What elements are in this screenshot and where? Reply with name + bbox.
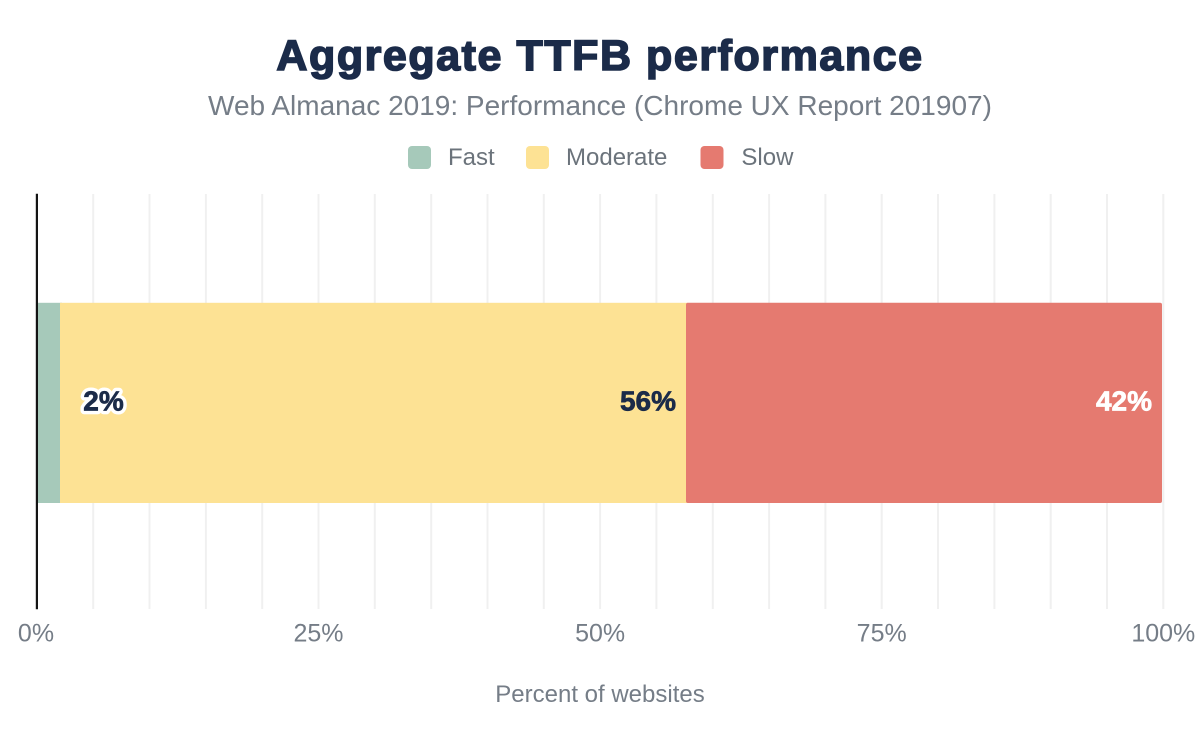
svg-text:56%: 56% (620, 386, 676, 417)
svg-text:100%: 100% (1131, 620, 1195, 648)
svg-text:50%: 50% (575, 620, 625, 648)
svg-text:Percent of websites: Percent of websites (495, 681, 704, 708)
svg-text:Fast: Fast (448, 144, 495, 171)
svg-text:2%: 2% (83, 386, 124, 417)
svg-text:Web Almanac 2019: Performance: Web Almanac 2019: Performance (Chrome UX… (208, 90, 992, 121)
svg-text:25%: 25% (293, 620, 343, 648)
svg-text:75%: 75% (857, 620, 907, 648)
svg-text:2%: 2% (83, 386, 124, 417)
svg-text:Aggregate TTFB performance: Aggregate TTFB performance (276, 32, 923, 80)
svg-text:42%: 42% (1096, 386, 1152, 417)
svg-text:Slow: Slow (741, 144, 794, 171)
svg-text:Moderate: Moderate (566, 144, 667, 171)
svg-text:0%: 0% (18, 620, 54, 648)
